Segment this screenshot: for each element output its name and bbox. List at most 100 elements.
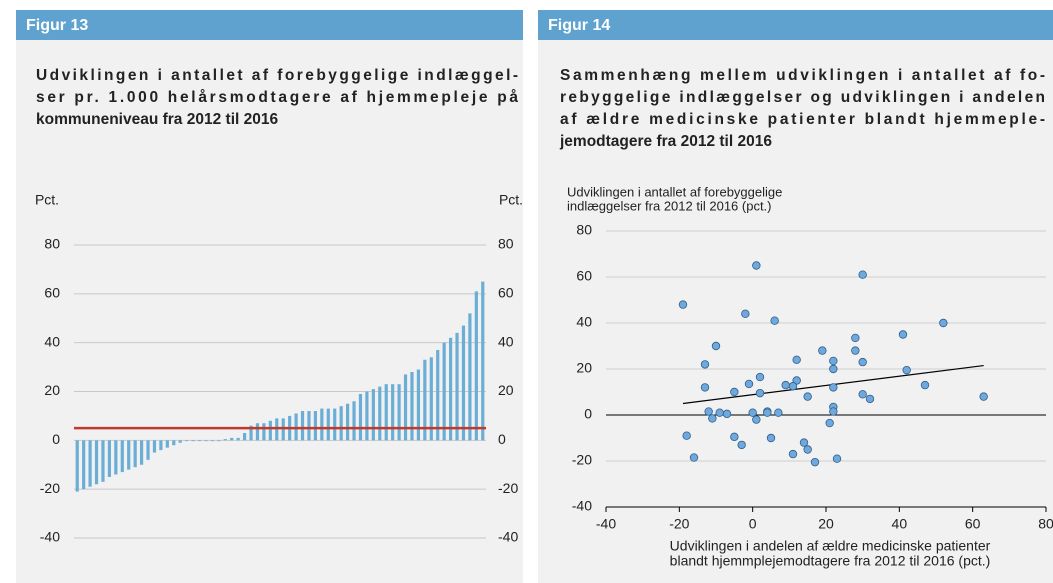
- point: [730, 432, 739, 442]
- y2-tick-label: 60: [498, 285, 514, 301]
- bar: [358, 393, 363, 441]
- point: [799, 438, 809, 447]
- bar: [455, 332, 459, 441]
- point: [766, 433, 776, 443]
- panel-header: [16, 10, 523, 40]
- point: [737, 440, 746, 450]
- y2-tick-label: 40: [498, 333, 514, 349]
- bar: [300, 411, 305, 441]
- chart-title: jemodtagere fra 2012 til 2016: [559, 133, 772, 150]
- y-tick-label: -20: [572, 452, 592, 468]
- bar: [242, 433, 247, 441]
- bar: [442, 342, 446, 441]
- bar: [468, 313, 472, 441]
- y-tick-label: 80: [576, 222, 592, 238]
- bar: [410, 371, 414, 441]
- point: [722, 409, 732, 419]
- point: [818, 346, 827, 355]
- bar: [365, 391, 369, 441]
- point: [678, 300, 688, 309]
- bar: [378, 386, 382, 441]
- y-tick-label: 60: [44, 285, 60, 301]
- panel: [538, 10, 1053, 583]
- bar: [345, 403, 350, 441]
- bar: [120, 440, 124, 473]
- point: [829, 356, 838, 366]
- bar: [152, 440, 157, 453]
- point: [752, 261, 761, 270]
- bar: [165, 440, 169, 448]
- y-tick-label: 0: [584, 406, 592, 422]
- bar: [75, 440, 79, 492]
- point: [858, 390, 867, 399]
- bar: [159, 440, 163, 451]
- x-tick-label: -20: [669, 516, 689, 532]
- bar: [313, 411, 318, 441]
- x-tick-label: 20: [818, 516, 834, 532]
- bar: [352, 401, 356, 441]
- point: [810, 457, 820, 467]
- point: [788, 382, 798, 391]
- y2-axis-label: Pct.: [499, 192, 523, 208]
- bar: [139, 440, 144, 465]
- y-tick-label: 80: [44, 236, 60, 252]
- chart-title: af ældre medicinske patienter blandt hje…: [560, 111, 1045, 128]
- y-axis-label: Udviklingen i antallet af forebyggelige: [567, 184, 782, 199]
- y-axis-label: Pct.: [35, 192, 59, 208]
- point: [704, 407, 713, 416]
- bar: [114, 440, 118, 475]
- y-tick-label: -40: [40, 529, 60, 545]
- point: [781, 380, 790, 390]
- point: [711, 341, 721, 351]
- point: [700, 360, 710, 369]
- x-tick-label: 0: [749, 516, 757, 532]
- y-tick-label: -20: [40, 480, 60, 496]
- y-tick-label: 40: [44, 333, 60, 349]
- bar: [88, 440, 92, 487]
- bar: [94, 440, 99, 485]
- y2-tick-label: 80: [498, 236, 514, 252]
- x-axis-label: Udviklingen i andelen af ældre medicinsk…: [670, 538, 991, 554]
- bar: [371, 389, 375, 441]
- x-tick-label: 60: [965, 516, 981, 532]
- chart-title: Udviklingen i antallet af forebyggelige …: [36, 67, 518, 84]
- point: [770, 316, 779, 325]
- figure-label: Figur 14: [548, 17, 610, 34]
- point: [803, 445, 812, 454]
- point: [755, 388, 765, 398]
- bar: [391, 384, 395, 441]
- y-axis-label: indlæggelser fra 2012 til 2016 (pct.): [567, 198, 772, 213]
- bar: [333, 408, 337, 441]
- bar: [101, 440, 105, 482]
- bar: [178, 440, 182, 443]
- x-axis-label: blandt hjemmplejemodtagere fra 2012 til …: [670, 553, 991, 569]
- bar: [384, 384, 388, 441]
- bar: [423, 359, 427, 441]
- bar: [217, 440, 221, 442]
- point: [744, 379, 754, 389]
- y-tick-label: -40: [572, 498, 592, 514]
- y2-tick-label: -20: [498, 480, 518, 496]
- bar: [320, 408, 324, 441]
- point: [979, 392, 988, 401]
- point: [803, 392, 812, 401]
- point: [825, 418, 834, 428]
- point: [792, 355, 801, 364]
- bar: [133, 440, 137, 468]
- point: [741, 309, 750, 318]
- bar: [326, 408, 330, 441]
- y-tick-label: 0: [52, 431, 60, 447]
- point: [682, 431, 691, 440]
- panel-header: [538, 10, 1053, 40]
- bar: [307, 411, 311, 441]
- bar: [107, 440, 112, 477]
- bar: [403, 374, 408, 441]
- bar: [339, 406, 343, 441]
- chart-title: kommuneniveau fra 2012 til 2016: [36, 111, 278, 128]
- chart-title: Sammenhæng mellem udviklingen i antallet…: [560, 67, 1045, 84]
- point: [689, 453, 699, 462]
- bar: [146, 440, 150, 460]
- bar: [436, 349, 440, 441]
- point: [858, 270, 867, 279]
